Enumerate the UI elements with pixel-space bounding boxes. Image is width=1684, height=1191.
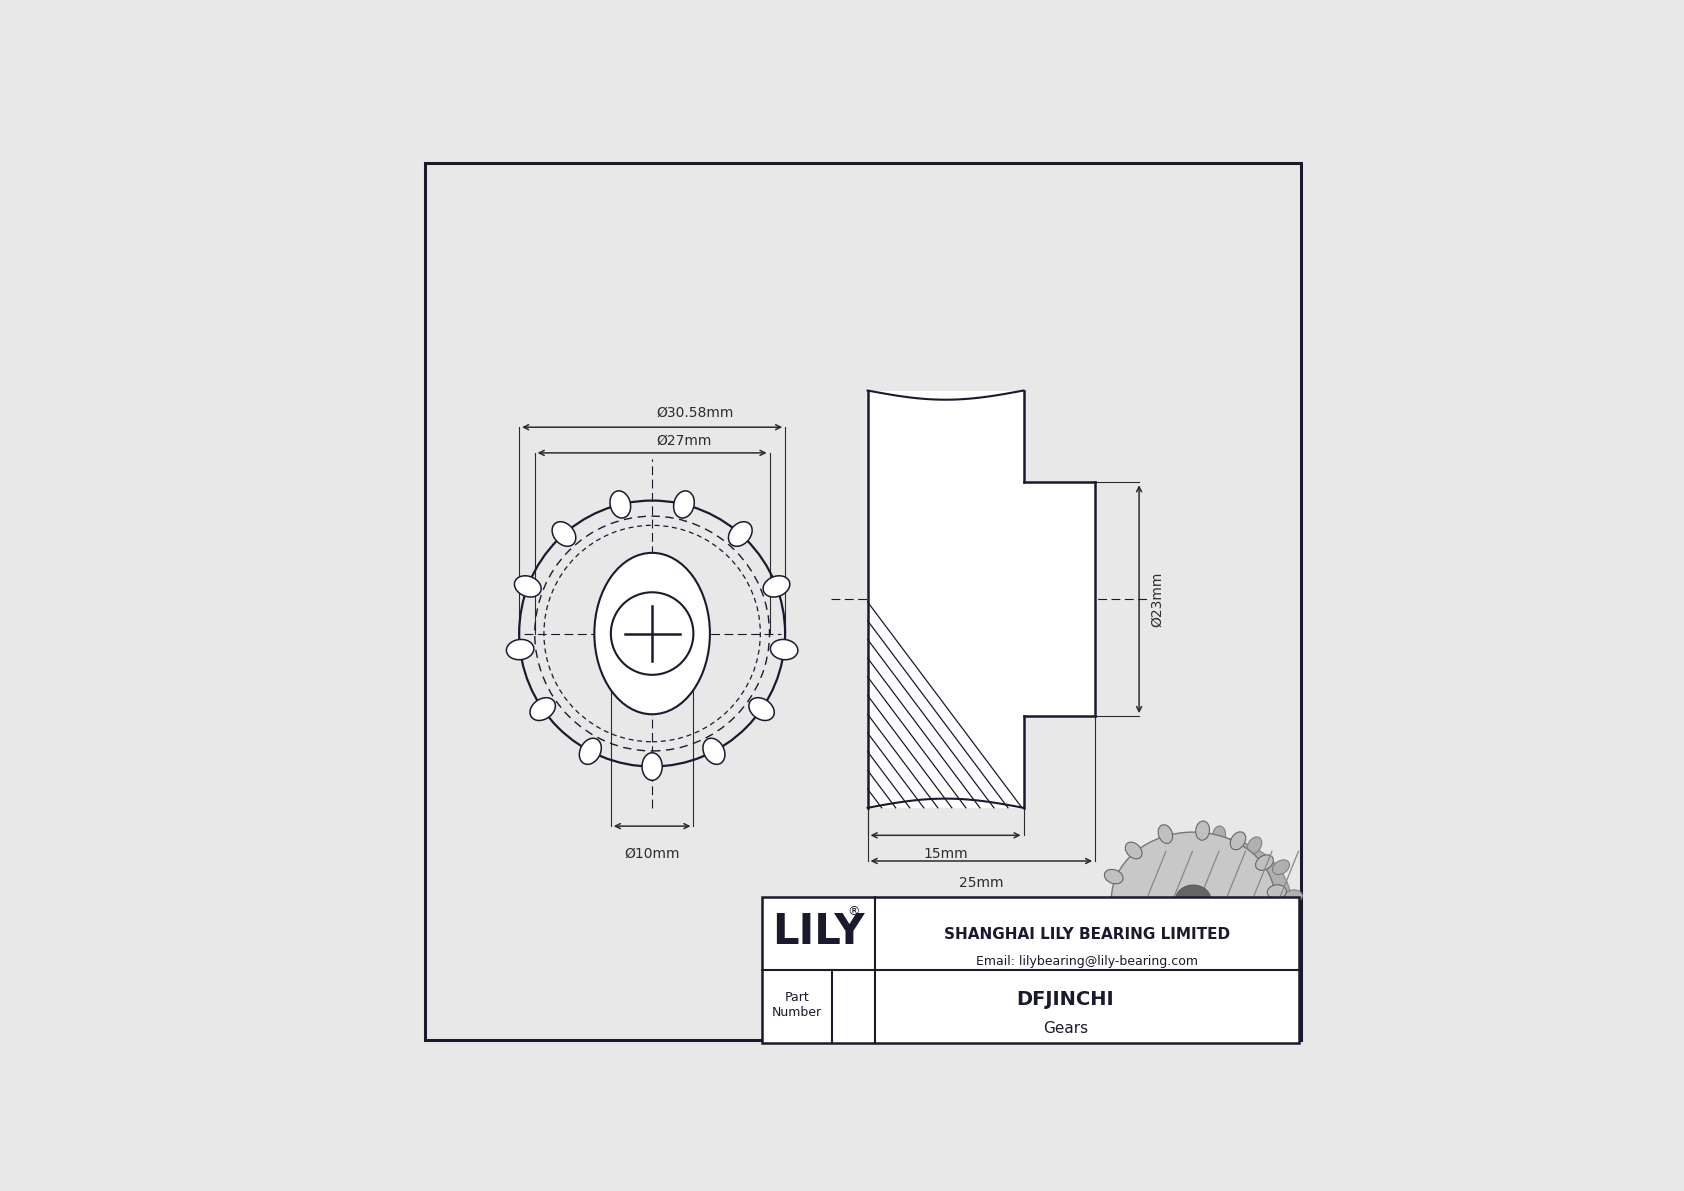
Ellipse shape — [729, 522, 753, 547]
Ellipse shape — [1261, 946, 1276, 961]
Text: ®: ® — [847, 905, 859, 918]
Ellipse shape — [1100, 900, 1120, 915]
Ellipse shape — [1214, 955, 1228, 974]
Circle shape — [611, 592, 694, 675]
Text: SHANGHAI LILY BEARING LIMITED: SHANGHAI LILY BEARING LIMITED — [943, 928, 1229, 942]
Ellipse shape — [674, 491, 694, 518]
Ellipse shape — [1175, 885, 1211, 913]
Ellipse shape — [1244, 940, 1261, 956]
Text: Gears: Gears — [1042, 1022, 1088, 1036]
Ellipse shape — [1159, 824, 1172, 843]
Ellipse shape — [1280, 921, 1298, 934]
Bar — [1024, 482, 1095, 716]
Ellipse shape — [1212, 827, 1226, 844]
Text: 25mm: 25mm — [960, 875, 1004, 890]
Bar — [763, 897, 1298, 1043]
Ellipse shape — [1256, 855, 1273, 871]
Text: 15mm: 15mm — [923, 847, 968, 861]
Ellipse shape — [1140, 949, 1157, 967]
Ellipse shape — [507, 640, 534, 660]
Ellipse shape — [1248, 837, 1261, 854]
Ellipse shape — [530, 698, 556, 721]
Ellipse shape — [1125, 842, 1142, 859]
Ellipse shape — [1113, 929, 1132, 944]
Ellipse shape — [1177, 959, 1191, 978]
Ellipse shape — [1128, 837, 1292, 972]
Ellipse shape — [1196, 821, 1209, 840]
Ellipse shape — [579, 738, 601, 765]
Ellipse shape — [770, 640, 798, 660]
Text: Part
Number: Part Number — [771, 991, 822, 1019]
Ellipse shape — [594, 553, 711, 715]
Ellipse shape — [1231, 961, 1244, 979]
Ellipse shape — [610, 491, 630, 518]
Ellipse shape — [702, 738, 724, 765]
Ellipse shape — [1111, 833, 1275, 967]
Ellipse shape — [1105, 869, 1123, 884]
Ellipse shape — [1268, 885, 1287, 899]
Ellipse shape — [763, 575, 790, 597]
Ellipse shape — [1263, 915, 1282, 930]
Text: Email: lilybearing@lily-bearing.com: Email: lilybearing@lily-bearing.com — [975, 955, 1197, 968]
Ellipse shape — [1231, 831, 1246, 849]
Text: DFJINCHI: DFJINCHI — [1017, 990, 1115, 1009]
Text: LILY: LILY — [773, 911, 866, 953]
Ellipse shape — [1285, 890, 1302, 903]
Ellipse shape — [514, 575, 541, 597]
Text: Ø10mm: Ø10mm — [625, 847, 680, 860]
Ellipse shape — [1273, 860, 1290, 874]
Text: Ø27mm: Ø27mm — [657, 434, 712, 448]
Ellipse shape — [642, 753, 662, 780]
Bar — [867, 391, 1024, 807]
Text: Ø30.58mm: Ø30.58mm — [657, 406, 734, 420]
Ellipse shape — [749, 698, 775, 721]
Text: Ø23mm: Ø23mm — [1150, 572, 1164, 626]
Ellipse shape — [552, 522, 576, 547]
